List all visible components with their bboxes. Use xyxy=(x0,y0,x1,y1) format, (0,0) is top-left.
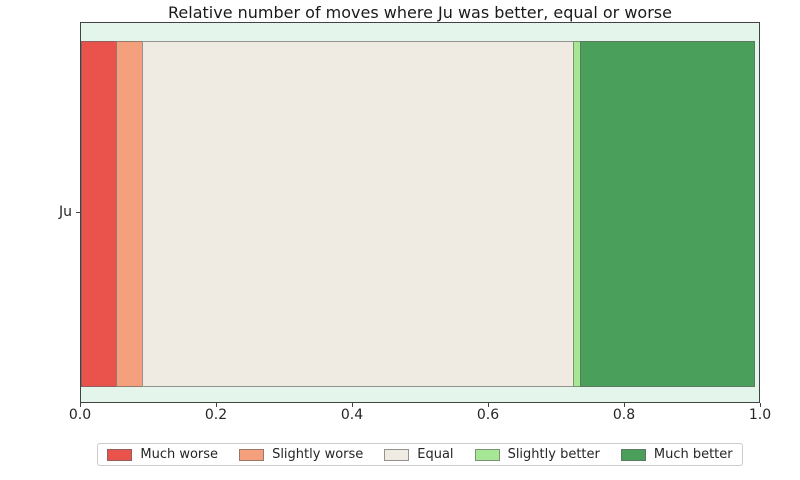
x-tick-mark-0.0 xyxy=(80,403,81,407)
legend-swatch-much-better xyxy=(620,448,646,461)
legend-swatch-much-worse xyxy=(107,448,133,461)
legend-label-slightly-better: Slightly better xyxy=(507,447,600,462)
legend-swatch-equal xyxy=(384,448,410,461)
legend-item-equal: Equal xyxy=(384,447,454,462)
x-tick-label-0.2: 0.2 xyxy=(204,407,228,423)
x-tick-mark-1.0 xyxy=(760,403,761,407)
bar-segment-slightly-worse xyxy=(115,41,143,387)
x-tick-mark-0.4 xyxy=(352,403,353,407)
y-tick-mark xyxy=(76,212,80,213)
legend-item-much-better: Much better xyxy=(620,447,733,462)
x-tick-label-0.8: 0.8 xyxy=(612,407,636,423)
legend-label-much-worse: Much worse xyxy=(140,447,219,462)
x-tick-mark-0.6 xyxy=(488,403,489,407)
x-tick-mark-0.8 xyxy=(624,403,625,407)
stacked-bar xyxy=(81,41,759,387)
x-tick-label-1.0: 1.0 xyxy=(748,407,772,423)
legend-wrap: Much worse Slightly worse Equal Slightly be… xyxy=(80,443,760,466)
plot-area xyxy=(80,22,760,403)
x-tick-label-0.0: 0.0 xyxy=(68,407,92,423)
chart-title: Relative number of moves where Ju was be… xyxy=(168,3,672,22)
y-tick-label: Ju xyxy=(58,204,72,220)
legend-item-slightly-worse: Slightly worse xyxy=(239,448,363,461)
x-tick-label-0.6: 0.6 xyxy=(476,407,500,423)
bar-segment-much-better xyxy=(579,41,755,387)
legend-label-much-better: Much better xyxy=(653,447,733,462)
legend-swatch-slightly-worse xyxy=(239,448,265,461)
x-tick-label-0.4: 0.4 xyxy=(340,407,364,423)
legend-item-slightly-better: Slightly better xyxy=(474,447,600,462)
legend: Much worse Slightly worse Equal Slightly be… xyxy=(97,443,743,466)
x-tick-mark-0.2 xyxy=(216,403,217,407)
legend-label-equal: Equal xyxy=(417,447,454,462)
legend-label-slightly-worse: Slightly worse xyxy=(272,447,364,462)
legend-swatch-slightly-better xyxy=(474,448,500,461)
bar-segment-much-worse xyxy=(81,41,117,387)
legend-item-much-worse: Much worse xyxy=(107,448,218,461)
bar-segment-equal xyxy=(141,41,574,387)
